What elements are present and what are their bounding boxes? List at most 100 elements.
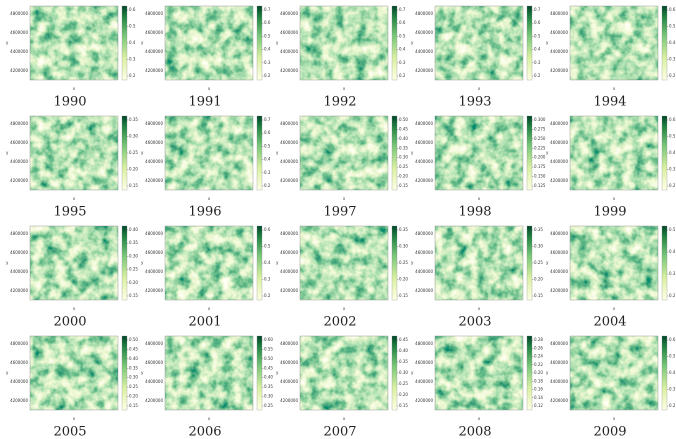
- y-axis-label: y: [411, 150, 414, 155]
- colorbar-tick-label: 0.200: [534, 155, 546, 160]
- colorbar-tick-label: 0.45: [129, 346, 138, 351]
- colorbar-tick-label: 0.4: [669, 150, 676, 155]
- colorbar-tick-label: 0.3: [264, 277, 271, 282]
- colorbar-tick-label: 0.25: [399, 164, 408, 169]
- y-tick-label: 4600000: [145, 250, 163, 255]
- year-label: 2007: [323, 425, 356, 439]
- x-axis-label: x: [208, 306, 211, 311]
- panel: 4800000460000044000004200000yx0.400.350.…: [6, 226, 138, 330]
- colorbar-tick-label: 0.5: [669, 134, 676, 139]
- map: [300, 226, 388, 300]
- map: [435, 336, 523, 410]
- x-axis-label: x: [73, 306, 76, 311]
- colorbar-tick-label: 0.125: [534, 183, 546, 188]
- y-tick-label: 4200000: [280, 288, 298, 293]
- y-tick-label: 4400000: [10, 159, 28, 164]
- y-axis-label: y: [411, 370, 414, 375]
- y-tick-label: 4400000: [415, 159, 433, 164]
- y-axis-label: y: [411, 260, 414, 265]
- colorbar-tick-label: 0.5: [264, 33, 271, 38]
- year-label: 2006: [188, 425, 221, 439]
- y-axis-label: y: [141, 260, 144, 265]
- colorbar: [662, 116, 667, 190]
- colorbar: [257, 226, 262, 300]
- colorbar-tick-label: 0.4: [264, 157, 271, 162]
- panel: 4800000460000044000004200000yx0.350.300.…: [6, 116, 138, 220]
- y-tick-label: 4800000: [10, 11, 28, 16]
- panel: 4800000460000044000004200000yx0.60.50.40…: [546, 116, 676, 220]
- colorbar-tick-label: 0.30: [264, 394, 273, 399]
- panel: 4800000460000044000004200000yx0.350.300.…: [411, 226, 543, 330]
- map: [570, 336, 658, 410]
- colorbar-tick-label: 0.20: [129, 280, 138, 285]
- colorbar-tick-label: 0.15: [129, 183, 138, 188]
- y-tick-label: 4200000: [280, 178, 298, 183]
- colorbar-tick-label: 0.25: [264, 403, 273, 408]
- colorbar-tick-label: 0.20: [399, 277, 408, 282]
- y-axis-label: y: [6, 260, 9, 265]
- y-tick-label: 4600000: [280, 250, 298, 255]
- x-axis-label: x: [613, 86, 616, 91]
- colorbar-tick-label: 0.3: [534, 60, 541, 65]
- x-axis-label: x: [343, 306, 346, 311]
- y-tick-label: 4600000: [145, 360, 163, 365]
- colorbar-tick-label: 0.35: [129, 240, 138, 245]
- x-axis-label: x: [208, 86, 211, 91]
- colorbar-tick-label: 0.15: [534, 293, 543, 298]
- colorbar-tick-label: 0.2: [669, 183, 676, 188]
- colorbar-tick-label: 0.40: [399, 348, 408, 353]
- y-tick-label: 4400000: [10, 379, 28, 384]
- year-label: 1995: [53, 205, 86, 220]
- map: [165, 336, 253, 410]
- y-tick-label: 4800000: [145, 341, 163, 346]
- year-label: 2004: [593, 315, 626, 330]
- colorbar-tick-label: 0.20: [399, 392, 408, 397]
- y-tick-label: 4400000: [280, 269, 298, 274]
- y-tick-label: 4800000: [550, 341, 568, 346]
- y-tick-label: 4400000: [415, 49, 433, 54]
- colorbar-tick-label: 0.6: [669, 117, 676, 122]
- y-axis-label: y: [276, 370, 279, 375]
- colorbar-tick-label: 0.35: [534, 227, 543, 232]
- map: [30, 6, 118, 80]
- colorbar-tick-label: 0.20: [534, 370, 543, 375]
- colorbar-tick-label: 0.35: [129, 117, 138, 122]
- map: [30, 116, 118, 190]
- colorbar-tick-label: 0.5: [264, 143, 271, 148]
- y-tick-label: 4400000: [280, 49, 298, 54]
- y-tick-label: 4600000: [145, 30, 163, 35]
- y-tick-label: 4200000: [550, 288, 568, 293]
- y-tick-label: 4800000: [550, 231, 568, 236]
- y-tick-label: 4600000: [10, 360, 28, 365]
- year-label: 2005: [53, 425, 86, 439]
- colorbar-tick-label: 0.40: [129, 356, 138, 361]
- year-label: 1996: [188, 205, 221, 220]
- colorbar-tick-label: 0.25: [399, 381, 408, 386]
- colorbar-tick-label: 0.25: [534, 260, 543, 265]
- year-label: 1991: [188, 95, 221, 110]
- y-axis-label: y: [141, 150, 144, 155]
- year-label: 1990: [53, 95, 86, 110]
- colorbar-tick-label: 0.3: [129, 57, 136, 62]
- colorbar: [257, 336, 262, 410]
- y-tick-label: 4400000: [550, 159, 568, 164]
- colorbar-tick-label: 0.15: [399, 293, 408, 298]
- colorbar-tick-label: 0.24: [534, 354, 543, 359]
- colorbar-tick-label: 0.50: [399, 117, 408, 122]
- panel: 4800000460000044000004200000yx0.280.260.…: [411, 336, 543, 439]
- y-tick-label: 4800000: [550, 11, 568, 16]
- y-tick-label: 4200000: [145, 178, 163, 183]
- year-label: 1997: [323, 205, 356, 220]
- y-tick-label: 4400000: [550, 49, 568, 54]
- colorbar-tick-label: 0.30: [399, 370, 408, 375]
- colorbar-tick-label: 0.26: [534, 345, 543, 350]
- panel: 4800000460000044000004200000yx0.500.450.…: [6, 336, 138, 439]
- colorbar-tick-label: 0.2: [534, 73, 541, 78]
- y-axis-label: y: [141, 40, 144, 45]
- y-tick-label: 4400000: [145, 159, 163, 164]
- colorbar-tick-label: 0.15: [129, 403, 138, 408]
- y-tick-label: 4800000: [415, 11, 433, 16]
- colorbar-tick-label: 0.7: [264, 7, 271, 12]
- x-axis-label: x: [478, 86, 481, 91]
- y-axis-label: y: [141, 370, 144, 375]
